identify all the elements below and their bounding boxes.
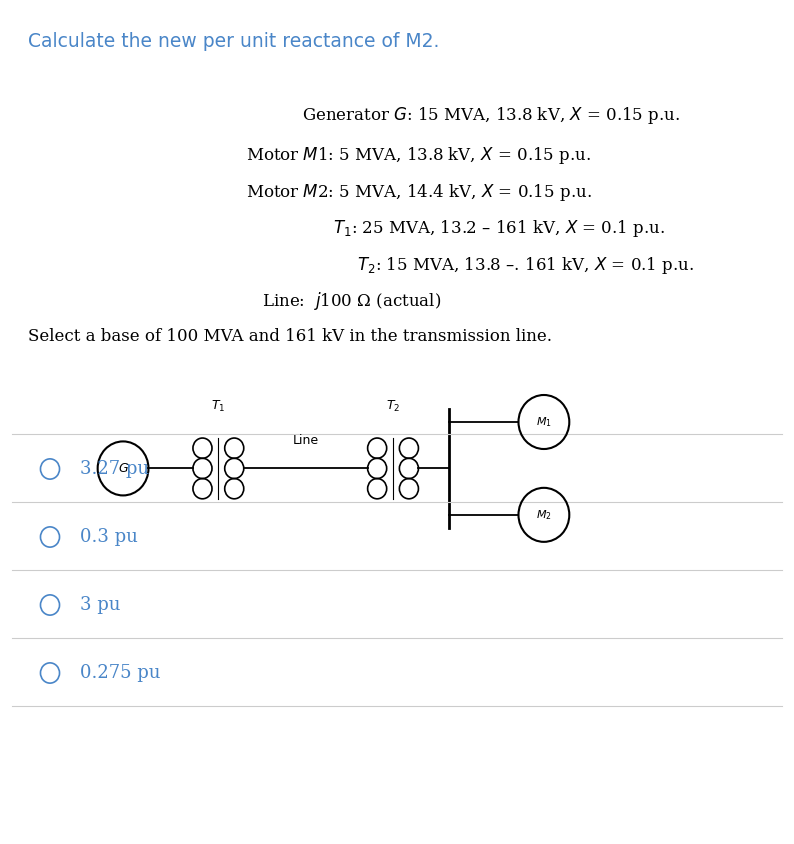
Text: Motor $\mathit{M}$2: 5 MVA, 14.4 kV, $\mathit{X}$ = 0.15 p.u.: Motor $\mathit{M}$2: 5 MVA, 14.4 kV, $\m… [246, 182, 592, 203]
Text: 0.275 pu: 0.275 pu [80, 664, 160, 682]
Text: Motor $\mathit{M}$1: 5 MVA, 13.8 kV, $\mathit{X}$ = 0.15 p.u.: Motor $\mathit{M}$1: 5 MVA, 13.8 kV, $\m… [246, 145, 592, 166]
Text: $\mathit{T}_2$: 15 MVA, 13.8 –. 161 kV, $\mathit{X}$ = 0.1 p.u.: $\mathit{T}_2$: 15 MVA, 13.8 –. 161 kV, … [357, 255, 695, 276]
Text: $T_1$: $T_1$ [211, 398, 225, 414]
Text: $\mathit{T}_1$: 25 MVA, 13.2 – 161 kV, $\mathit{X}$ = 0.1 p.u.: $\mathit{T}_1$: 25 MVA, 13.2 – 161 kV, $… [333, 218, 665, 239]
Text: $M_1$: $M_1$ [536, 415, 552, 429]
Text: 0.3 pu: 0.3 pu [80, 528, 138, 546]
Text: Line: Line [293, 435, 318, 447]
Text: Generator $\mathit{G}$: 15 MVA, 13.8 kV, $\mathit{X}$ = 0.15 p.u.: Generator $\mathit{G}$: 15 MVA, 13.8 kV,… [302, 105, 680, 126]
Text: Line:  $j$100 Ω (actual): Line: $j$100 Ω (actual) [262, 290, 441, 312]
Text: 3 pu: 3 pu [80, 596, 121, 614]
Text: $T_2$: $T_2$ [386, 398, 400, 414]
Text: $G$: $G$ [118, 462, 129, 475]
Text: Select a base of 100 MVA and 161 kV in the transmission line.: Select a base of 100 MVA and 161 kV in t… [28, 328, 552, 345]
Text: 3.27 pu: 3.27 pu [80, 460, 149, 478]
Text: $M_2$: $M_2$ [536, 508, 552, 522]
Text: Calculate the new per unit reactance of M2.: Calculate the new per unit reactance of … [28, 32, 439, 51]
